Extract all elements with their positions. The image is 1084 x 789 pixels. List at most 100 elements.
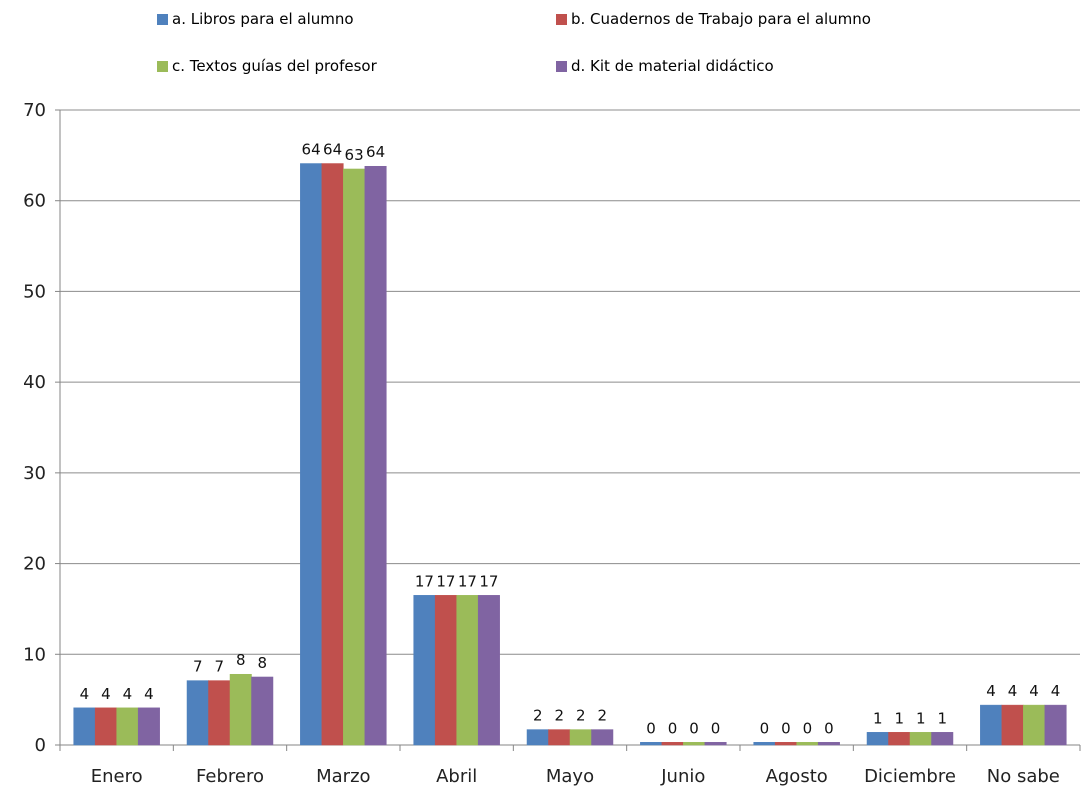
bar [796, 742, 819, 746]
data-label: 64 [366, 143, 385, 161]
data-label: 1 [937, 709, 947, 727]
bar [591, 729, 614, 746]
chart-legend: a. Libros para el alumno b. Cuadernos de… [0, 0, 1084, 90]
legend-item-c: c. Textos guías del profesor [157, 57, 377, 75]
y-tick-label: 10 [23, 644, 46, 665]
bar [1023, 704, 1046, 746]
data-label: 64 [323, 141, 342, 159]
bar [683, 742, 706, 746]
bar [477, 595, 500, 746]
legend-label-c: c. Textos guías del profesor [172, 57, 377, 75]
data-label: 7 [214, 658, 224, 676]
bar [321, 163, 344, 746]
legend-swatch-a [157, 13, 168, 25]
y-tick-label: 60 [23, 191, 46, 212]
bar [116, 707, 139, 746]
bar [569, 729, 592, 746]
bar [753, 742, 776, 746]
data-label: 4 [1051, 682, 1061, 700]
data-label: 1 [894, 709, 904, 727]
bar [817, 742, 840, 746]
bar [548, 729, 571, 746]
data-label: 1 [873, 709, 883, 727]
bar [1001, 704, 1024, 746]
data-label: 2 [533, 707, 543, 725]
data-label: 17 [415, 572, 434, 590]
legend-item-b: b. Cuadernos de Trabajo para el alumno [556, 10, 871, 28]
data-label: 0 [646, 719, 656, 737]
bar [866, 732, 889, 746]
data-label: 4 [123, 685, 133, 703]
bar [434, 595, 457, 746]
data-label: 8 [236, 651, 246, 669]
bar [640, 742, 663, 746]
legend-swatch-b [556, 13, 567, 25]
data-label: 0 [803, 719, 813, 737]
data-label: 0 [824, 719, 834, 737]
bar [229, 673, 252, 746]
data-label: 2 [554, 707, 564, 725]
data-label: 64 [302, 141, 321, 159]
bar [456, 595, 479, 746]
data-label: 0 [668, 719, 678, 737]
y-tick-label: 0 [35, 735, 46, 756]
bar [251, 676, 274, 746]
x-tick-label: Abril [436, 766, 477, 787]
bar [526, 729, 549, 746]
y-tick-label: 20 [23, 554, 46, 575]
data-label: 0 [760, 719, 770, 737]
data-label: 63 [345, 146, 364, 164]
bar [909, 732, 932, 746]
data-label: 17 [436, 572, 455, 590]
bar [137, 707, 160, 746]
data-label: 0 [689, 719, 699, 737]
x-tick-label: Agosto [766, 766, 828, 787]
data-label: 4 [101, 685, 111, 703]
x-tick-label: Junio [660, 766, 705, 787]
bar [413, 595, 436, 746]
y-tick-label: 70 [23, 100, 46, 121]
bar [1044, 704, 1067, 746]
x-tick-label: Marzo [316, 766, 370, 787]
data-label: 4 [144, 685, 154, 703]
y-tick-label: 30 [23, 463, 46, 484]
data-label: 2 [597, 707, 607, 725]
data-label: 0 [711, 719, 721, 737]
data-label: 2 [576, 707, 586, 725]
bar [774, 742, 797, 746]
bar [704, 742, 727, 746]
legend-label-b: b. Cuadernos de Trabajo para el alumno [571, 10, 871, 28]
x-tick-label: Diciembre [864, 766, 956, 787]
y-tick-label: 40 [23, 372, 46, 393]
data-label: 0 [781, 719, 791, 737]
bar [73, 707, 96, 746]
data-label: 7 [193, 658, 203, 676]
data-label: 17 [479, 572, 498, 590]
bar [661, 742, 684, 746]
legend-item-a: a. Libros para el alumno [157, 10, 354, 28]
legend-label-a: a. Libros para el alumno [172, 10, 354, 28]
data-label: 4 [80, 685, 90, 703]
legend-item-d: d. Kit de material didáctico [556, 57, 774, 75]
y-tick-label: 50 [23, 281, 46, 302]
x-tick-label: Mayo [546, 766, 594, 787]
data-label: 8 [257, 654, 267, 672]
data-label: 17 [458, 572, 477, 590]
bar [888, 732, 911, 746]
x-tick-label: Febrero [196, 766, 264, 787]
bar [300, 163, 323, 746]
data-label: 1 [916, 709, 926, 727]
bar [980, 704, 1003, 746]
bar [931, 732, 954, 746]
x-tick-label: Enero [91, 766, 143, 787]
legend-swatch-c [157, 60, 168, 72]
bar [186, 680, 209, 746]
bar [208, 680, 231, 746]
data-label: 4 [986, 682, 996, 700]
bar [364, 165, 387, 746]
bar [343, 168, 366, 746]
x-tick-label: No sabe [987, 766, 1060, 787]
data-label: 4 [1008, 682, 1018, 700]
legend-label-d: d. Kit de material didáctico [571, 57, 774, 75]
